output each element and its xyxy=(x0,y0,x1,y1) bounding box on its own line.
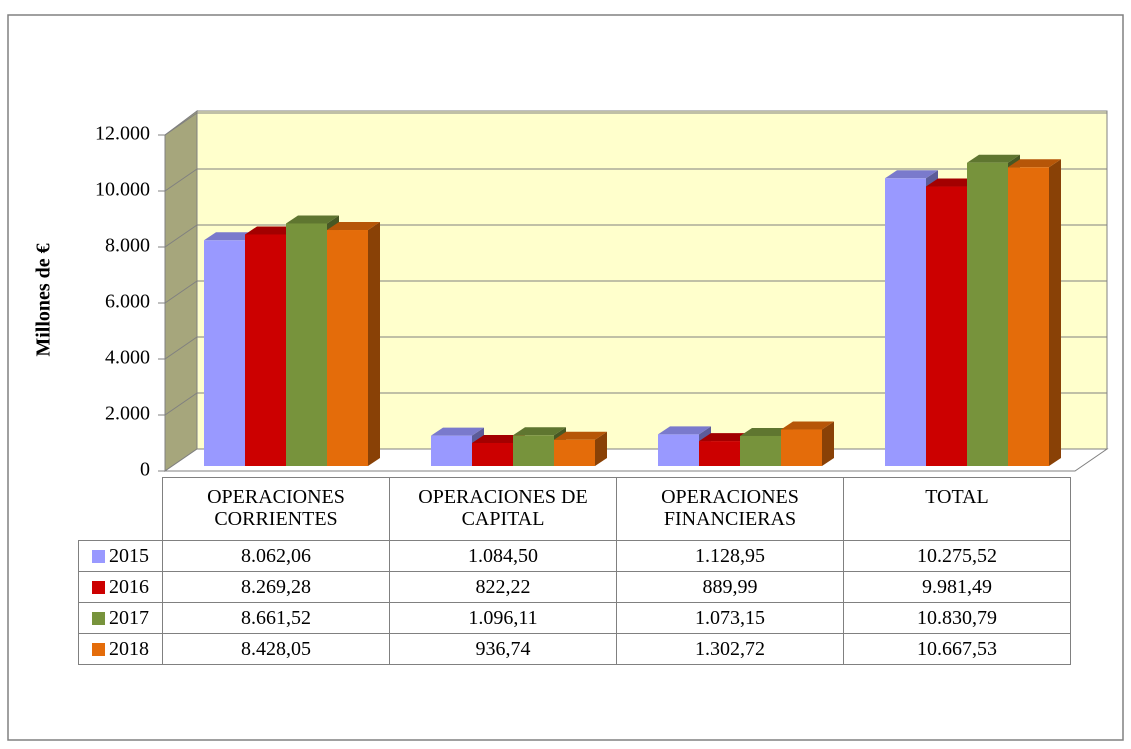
side-wall xyxy=(164,110,198,472)
bar-top xyxy=(204,232,257,241)
bar-front xyxy=(327,230,368,466)
table-cell: 889,99 xyxy=(616,571,844,603)
bar-front xyxy=(204,240,245,466)
bar xyxy=(327,222,380,466)
table-cell: 9.981,49 xyxy=(843,571,1071,603)
bar-top xyxy=(781,421,834,430)
category-label: OPERACIONES CORRIENTES xyxy=(162,477,390,541)
table-cell: 10.830,79 xyxy=(843,602,1071,634)
legend-swatch xyxy=(92,549,105,563)
legend-label: 2015 xyxy=(109,545,149,567)
table-cell: 1.084,50 xyxy=(389,540,617,572)
y-axis-label: Millones de € xyxy=(33,243,55,356)
table-cell: 8.269,28 xyxy=(162,571,390,603)
legend-label: 2016 xyxy=(109,576,149,598)
bar-side xyxy=(368,222,380,466)
bar-front xyxy=(513,435,554,466)
bar-top xyxy=(699,433,752,442)
legend-swatch xyxy=(92,580,105,594)
bar-front xyxy=(431,435,472,466)
bar-top xyxy=(967,154,1020,163)
legend-swatch xyxy=(92,642,105,656)
bar-top xyxy=(926,178,979,187)
bar-top xyxy=(554,431,607,440)
grid-line xyxy=(164,224,198,248)
bar xyxy=(1008,159,1061,467)
bar-top xyxy=(885,170,938,179)
table-cell: 822,22 xyxy=(389,571,617,603)
legend-entry: 2018 xyxy=(78,633,163,665)
bar-top xyxy=(286,215,339,224)
bar-front xyxy=(740,435,781,466)
bar-front xyxy=(926,186,967,466)
bar-side xyxy=(1049,159,1061,467)
bar-front xyxy=(245,234,286,466)
bar-top xyxy=(472,434,525,443)
bar-top xyxy=(245,226,298,235)
grid-line xyxy=(164,112,198,136)
bar-front xyxy=(472,442,513,466)
category-label: TOTAL xyxy=(843,477,1071,541)
bar-top xyxy=(658,426,711,435)
table-cell: 936,74 xyxy=(389,633,617,665)
bar-top xyxy=(1008,159,1061,168)
y-tick-label: 8.000 xyxy=(105,235,150,257)
table-cell: 10.275,52 xyxy=(843,540,1071,572)
category-label: OPERACIONES DE CAPITAL xyxy=(389,477,617,541)
bar-front xyxy=(554,439,595,466)
table-cell: 8.661,52 xyxy=(162,602,390,634)
bar-side xyxy=(595,431,607,466)
y-tick-label: 2.000 xyxy=(105,403,150,425)
table-cell: 10.667,53 xyxy=(843,633,1071,665)
legend-label: 2018 xyxy=(109,638,149,660)
table-cell: 8.062,06 xyxy=(162,540,390,572)
y-tick-label: 0 xyxy=(140,459,150,481)
bar-front xyxy=(658,434,699,466)
grid-line xyxy=(164,392,198,416)
bar-top xyxy=(740,427,793,436)
bar-top xyxy=(431,427,484,436)
category-label: OPERACIONES FINANCIERAS xyxy=(616,477,844,541)
bar-front xyxy=(699,441,740,466)
table-cell: 1.302,72 xyxy=(616,633,844,665)
y-tick-label: 12.000 xyxy=(95,123,150,145)
y-tick-label: 4.000 xyxy=(105,347,150,369)
bar-top xyxy=(327,222,380,231)
floor xyxy=(163,448,1109,472)
table-cell: 1.128,95 xyxy=(616,540,844,572)
bar-front xyxy=(967,162,1008,466)
legend-entry: 2016 xyxy=(78,571,163,603)
bar xyxy=(781,421,834,466)
bar-side xyxy=(822,421,834,466)
bar-front xyxy=(885,178,926,466)
y-tick-label: 10.000 xyxy=(95,179,150,201)
legend-swatch xyxy=(92,611,105,625)
y-tick-label: 6.000 xyxy=(105,291,150,313)
bar-top xyxy=(513,427,566,436)
grid-line xyxy=(164,280,198,304)
bar-front xyxy=(286,223,327,466)
grid-line xyxy=(164,168,198,192)
bar-front xyxy=(1008,167,1049,467)
legend-entry: 2017 xyxy=(78,602,163,634)
table-cell: 1.096,11 xyxy=(389,602,617,634)
grid-line xyxy=(164,336,198,360)
table-cell: 1.073,15 xyxy=(616,602,844,634)
bar-front xyxy=(781,429,822,466)
legend-entry: 2015 xyxy=(78,540,163,572)
table-cell: 8.428,05 xyxy=(162,633,390,665)
bar xyxy=(554,431,607,466)
legend-label: 2017 xyxy=(109,607,149,629)
